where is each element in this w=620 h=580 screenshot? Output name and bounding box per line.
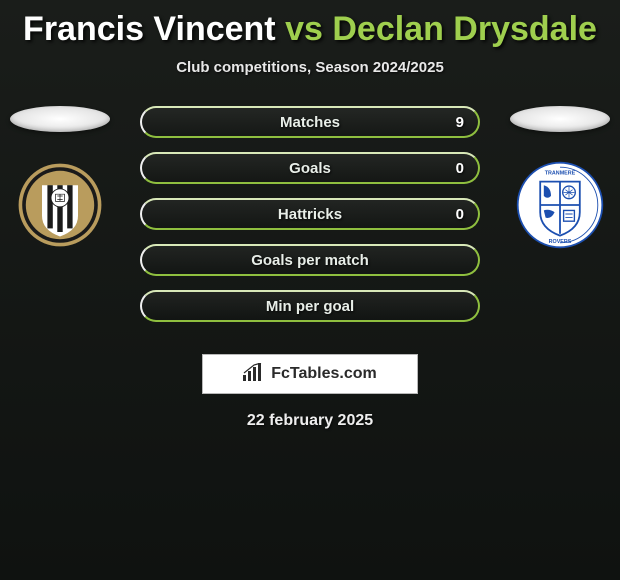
player1-avatar-placeholder <box>10 106 110 132</box>
subtitle: Club competitions, Season 2024/2025 <box>0 59 620 76</box>
player2-name: Declan Drysdale <box>332 10 597 48</box>
stat-value: 0 <box>456 206 464 223</box>
brand-text: FcTables.com <box>271 365 377 383</box>
chart-icon <box>243 363 265 386</box>
svg-text:TRANMERE: TRANMERE <box>545 170 576 176</box>
stat-label: Goals <box>289 160 331 177</box>
stat-value: 9 <box>456 114 464 131</box>
stat-bar-min-per-goal: Min per goal <box>140 290 480 322</box>
player1-side <box>0 106 120 250</box>
date-text: 22 february 2025 <box>0 412 620 430</box>
stat-label: Min per goal <box>266 298 354 315</box>
player2-side: TRANMERE ROVERS <box>500 106 620 250</box>
brand-box: FcTables.com <box>202 354 418 394</box>
comparison-title: Francis Vincent vs Declan Drysdale <box>0 0 620 49</box>
stat-label: Hattricks <box>278 206 342 223</box>
vs-text: vs <box>285 10 323 48</box>
comparison-content: TRANMERE ROVERS Matches 9 Goals 0 Hat <box>0 106 620 336</box>
svg-text:ROVERS: ROVERS <box>549 239 572 245</box>
player1-name: Francis Vincent <box>23 10 276 48</box>
player2-avatar-placeholder <box>510 106 610 132</box>
stat-label: Goals per match <box>251 252 369 269</box>
stat-bars: Matches 9 Goals 0 Hattricks 0 Goals per … <box>140 106 480 322</box>
stat-value: 0 <box>456 160 464 177</box>
tranmere-rovers-crest: TRANMERE ROVERS <box>515 160 605 250</box>
stat-label: Matches <box>280 114 340 131</box>
notts-county-crest <box>15 160 105 250</box>
stat-bar-hattricks: Hattricks 0 <box>140 198 480 230</box>
stat-bar-matches: Matches 9 <box>140 106 480 138</box>
stat-bar-goals-per-match: Goals per match <box>140 244 480 276</box>
stat-bar-goals: Goals 0 <box>140 152 480 184</box>
